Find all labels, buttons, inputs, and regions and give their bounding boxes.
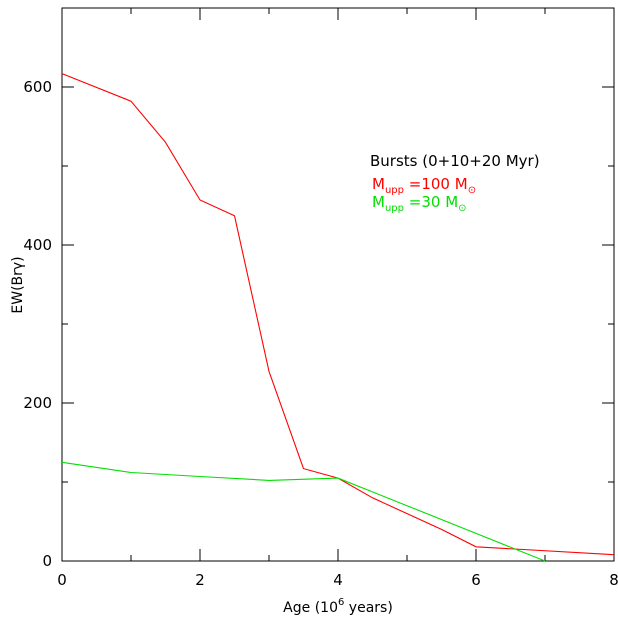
x-axis-label: Age (106 years) xyxy=(283,597,393,616)
series-layer xyxy=(61,73,615,562)
legend-entry-red: Mupp =100 M⊙ xyxy=(372,175,476,196)
series-line-green xyxy=(61,461,546,562)
axis-ticks xyxy=(61,8,615,562)
y-tick-label: 0 xyxy=(42,552,52,570)
x-tick-label: 8 xyxy=(609,571,618,589)
tick-labels: 0 2 4 6 8 0 200 400 600 xyxy=(23,78,618,589)
y-tick-label: 600 xyxy=(23,78,52,96)
legend-entry-green: Mupp =30 M⊙ xyxy=(372,193,467,214)
legend-title: Bursts (0+10+20 Myr) xyxy=(370,152,540,170)
x-tick-label: 4 xyxy=(333,571,343,589)
legend: Bursts (0+10+20 Myr) Mupp =100 M⊙ Mupp =… xyxy=(370,152,540,214)
x-tick-label: 0 xyxy=(57,571,67,589)
y-axis-label: EW(Brγ) xyxy=(10,256,26,313)
y-tick-label: 400 xyxy=(23,236,52,254)
y-tick-label: 200 xyxy=(23,394,52,412)
series-line-red xyxy=(61,73,615,556)
x-tick-label: 2 xyxy=(195,571,205,589)
x-tick-label: 6 xyxy=(471,571,481,589)
